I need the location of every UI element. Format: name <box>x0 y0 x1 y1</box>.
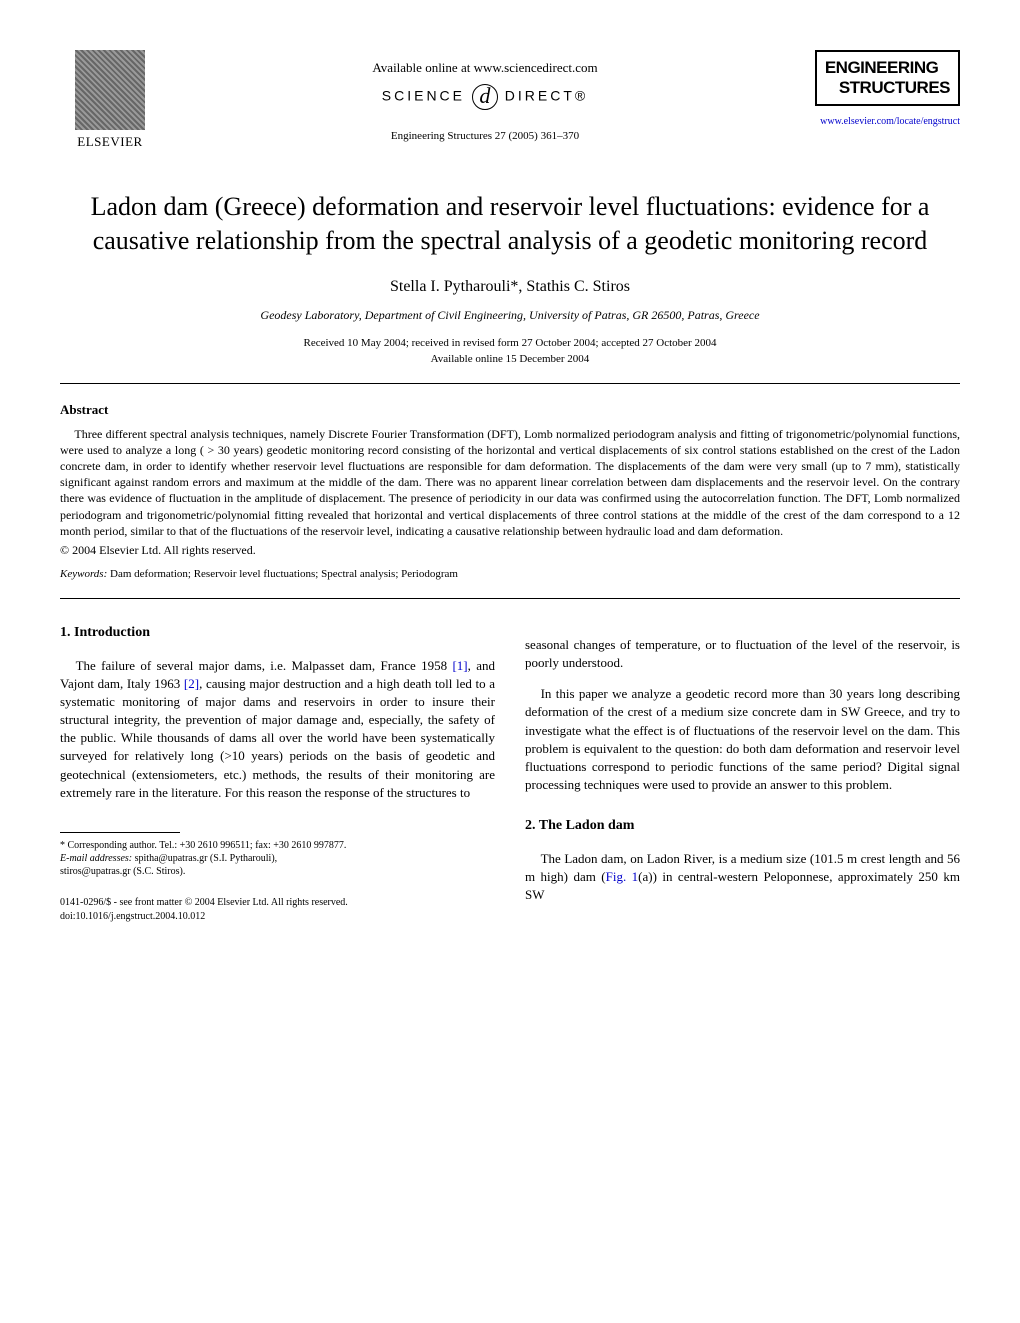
abstract-copyright: © 2004 Elsevier Ltd. All rights reserved… <box>60 543 960 558</box>
footer-front-matter: 0141-0296/$ - see front matter © 2004 El… <box>60 896 495 910</box>
section-1-para-1-cont: seasonal changes of temperature, or to f… <box>525 636 960 672</box>
authors: Stella I. Pytharouli*, Stathis C. Stiros <box>60 278 960 296</box>
keywords-text: Dam deformation; Reservoir level fluctua… <box>107 568 458 580</box>
corresponding-author-note: * Corresponding author. Tel.: +30 2610 9… <box>60 839 495 852</box>
s1p1-c: , causing major destruction and a high d… <box>60 676 495 800</box>
abstract-heading: Abstract <box>60 402 960 418</box>
section-1-heading: 1. Introduction <box>60 623 495 643</box>
section-2-heading: 2. The Ladon dam <box>525 816 960 836</box>
journal-title-box: ENGINEERING STRUCTURES <box>815 50 960 106</box>
right-column: seasonal changes of temperature, or to f… <box>525 623 960 924</box>
elsevier-label: ELSEVIER <box>60 134 160 150</box>
elsevier-logo-block: ELSEVIER <box>60 50 160 150</box>
email-line-2: stiros@upatras.gr (S.C. Stiros). <box>60 865 495 878</box>
keywords-label: Keywords: <box>60 568 107 580</box>
received-dates: Received 10 May 2004; received in revise… <box>60 337 960 349</box>
journal-title-line2: STRUCTURES <box>839 78 950 98</box>
page-container: ELSEVIER Available online at www.science… <box>0 0 1020 964</box>
section-1-para-1: The failure of several major dams, i.e. … <box>60 657 495 803</box>
science-text: SCIENCE <box>382 88 465 104</box>
ref-2-link[interactable]: [2] <box>184 676 199 691</box>
journal-title-line1: ENGINEERING <box>825 58 950 78</box>
direct-text: DIRECT® <box>505 88 588 104</box>
elsevier-tree-icon <box>75 50 145 130</box>
fig-1-link[interactable]: Fig. 1 <box>606 869 639 884</box>
available-online-text: Available online at www.sciencedirect.co… <box>160 60 810 76</box>
body-columns: 1. Introduction The failure of several m… <box>60 623 960 924</box>
sd-d-icon: d <box>472 84 498 110</box>
header-center: Available online at www.sciencedirect.co… <box>160 50 810 142</box>
sciencedirect-logo: SCIENCE d DIRECT® <box>160 84 810 110</box>
article-title: Ladon dam (Greece) deformation and reser… <box>80 190 940 258</box>
email-label: E-mail addresses: <box>60 853 132 864</box>
journal-logo-block: ENGINEERING STRUCTURES www.elsevier.com/… <box>810 50 960 127</box>
section-2-para-1: The Ladon dam, on Ladon River, is a medi… <box>525 850 960 905</box>
keywords-line: Keywords: Dam deformation; Reservoir lev… <box>60 568 960 580</box>
header-row: ELSEVIER Available online at www.science… <box>60 50 960 150</box>
email-1: spitha@upatras.gr (S.I. Pytharouli), <box>132 853 277 864</box>
available-date: Available online 15 December 2004 <box>60 353 960 365</box>
divider-1 <box>60 383 960 384</box>
footer-doi: doi:10.1016/j.engstruct.2004.10.012 <box>60 910 495 924</box>
abstract-body: Three different spectral analysis techni… <box>60 426 960 539</box>
ref-1-link[interactable]: [1] <box>452 658 467 673</box>
divider-2 <box>60 598 960 599</box>
journal-reference: Engineering Structures 27 (2005) 361–370 <box>160 130 810 142</box>
left-column: 1. Introduction The failure of several m… <box>60 623 495 924</box>
email-line-1: E-mail addresses: spitha@upatras.gr (S.I… <box>60 852 495 865</box>
footer-block: 0141-0296/$ - see front matter © 2004 El… <box>60 896 495 924</box>
affiliation: Geodesy Laboratory, Department of Civil … <box>60 308 960 323</box>
s1p1-a: The failure of several major dams, i.e. … <box>76 658 453 673</box>
section-1-para-2: In this paper we analyze a geodetic reco… <box>525 685 960 794</box>
footnote-separator <box>60 832 180 833</box>
journal-url[interactable]: www.elsevier.com/locate/engstruct <box>810 116 960 127</box>
